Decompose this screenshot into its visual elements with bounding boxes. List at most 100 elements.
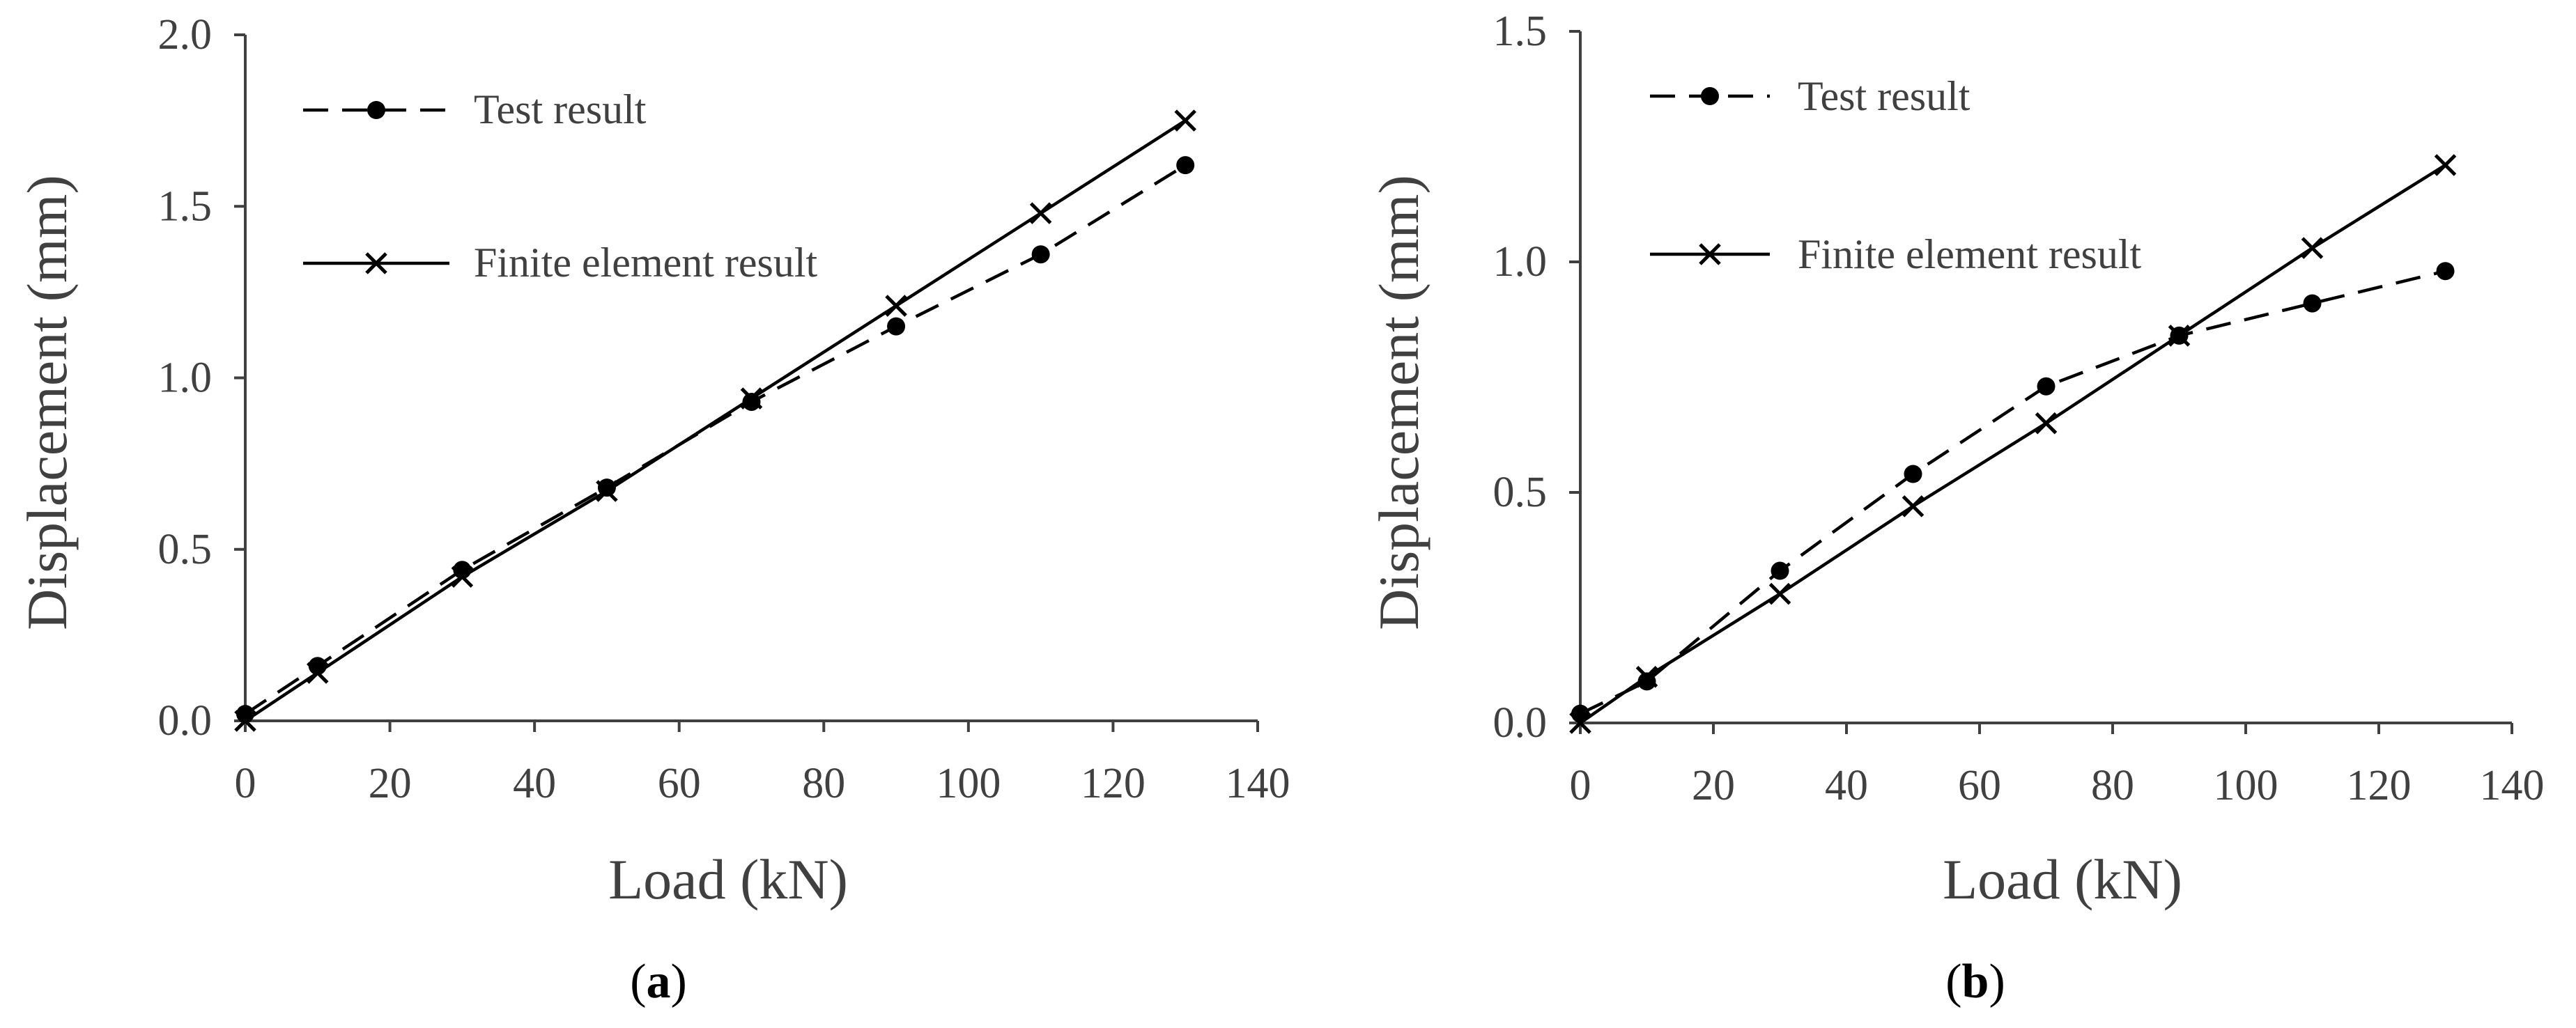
x-tick-label: 120 bbox=[2347, 762, 2412, 809]
series-line bbox=[1579, 164, 2446, 724]
data-point-stroke-2 bbox=[596, 480, 618, 502]
legend-entry-finite-element-result: Finite element result bbox=[1650, 231, 2142, 277]
data-point bbox=[1902, 495, 1925, 517]
legend-marker-stroke-2 bbox=[1699, 243, 1721, 265]
panel-label: (a) bbox=[630, 955, 687, 1008]
series-finite-element-result bbox=[234, 109, 1196, 732]
data-point bbox=[2168, 325, 2191, 347]
axes: 0.0 0.5 1.0 1.5 0 20 40 60 80 100 120 140 bbox=[1493, 8, 2545, 809]
data-point bbox=[2434, 154, 2457, 176]
x-tick-label: 40 bbox=[513, 760, 556, 807]
data-point-stroke-2 bbox=[885, 295, 907, 317]
data-point-stroke-2 bbox=[234, 710, 256, 732]
x-tick-label: 0 bbox=[1570, 762, 1591, 809]
panel-label: (b) bbox=[1945, 955, 2005, 1008]
y-tick-label: 0.0 bbox=[158, 697, 213, 745]
x-tick-label: 80 bbox=[2091, 762, 2134, 809]
legend-entry-test-result: Test result bbox=[303, 86, 647, 132]
y-tick-label: 1.5 bbox=[1493, 8, 1548, 55]
y-tick-label: 2.0 bbox=[158, 11, 213, 59]
x-tick-label: 100 bbox=[936, 760, 1001, 807]
y-tick-label: 0.5 bbox=[1493, 469, 1548, 516]
data-point-stroke-2 bbox=[1635, 666, 1658, 688]
legend: Test result Finite element result bbox=[1650, 73, 2142, 277]
legend-marker-stroke-2 bbox=[365, 252, 387, 274]
x-tick-label: 120 bbox=[1081, 760, 1146, 807]
data-point bbox=[1904, 465, 1922, 483]
legend-marker bbox=[1699, 243, 1721, 265]
series-test-result bbox=[1571, 262, 2455, 723]
legend-label-test-result: Test result bbox=[474, 86, 647, 132]
x-tick-label: 20 bbox=[1692, 762, 1735, 809]
x-axis-title: Load (kN) bbox=[1943, 848, 2182, 911]
x-tick-label: 80 bbox=[802, 760, 845, 807]
data-point bbox=[887, 317, 906, 336]
legend-marker bbox=[365, 252, 387, 274]
data-point-stroke-2 bbox=[451, 566, 474, 588]
x-tick-label: 140 bbox=[1226, 760, 1290, 807]
data-point bbox=[1635, 666, 1658, 688]
data-point bbox=[234, 710, 256, 732]
x-tick-label: 60 bbox=[658, 760, 701, 807]
data-point bbox=[1768, 582, 1791, 605]
data-point-stroke-2 bbox=[1569, 712, 1591, 734]
data-point bbox=[1569, 712, 1591, 734]
data-point-stroke-2 bbox=[307, 662, 329, 684]
x-tick-label: 20 bbox=[369, 760, 412, 807]
panel-label-letter: a bbox=[647, 955, 671, 1008]
data-point bbox=[740, 387, 763, 410]
series-line bbox=[244, 119, 1187, 722]
data-point bbox=[2035, 412, 2058, 435]
data-point bbox=[1771, 561, 1789, 580]
data-point bbox=[1031, 245, 1050, 264]
legend-label-test-result: Test result bbox=[1798, 73, 1970, 119]
data-point bbox=[2037, 377, 2056, 396]
data-point bbox=[307, 662, 329, 684]
chart-panel-b: Displacement (mm) Load (kN) (b) Test res… bbox=[1367, 8, 2545, 1008]
data-point-stroke-2 bbox=[2434, 154, 2457, 176]
legend-entry-finite-element-result: Finite element result bbox=[303, 240, 818, 286]
data-point bbox=[2436, 262, 2455, 281]
data-point bbox=[2303, 294, 2322, 313]
y-tick-label: 1.5 bbox=[158, 182, 213, 230]
series-line bbox=[1580, 270, 2446, 715]
x-tick-label: 100 bbox=[2214, 762, 2278, 809]
y-tick-label: 1.0 bbox=[158, 355, 213, 402]
y-tick-label: 0.5 bbox=[158, 526, 213, 573]
legend-marker bbox=[367, 101, 385, 119]
data-point bbox=[451, 566, 474, 588]
data-point-stroke-2 bbox=[1174, 109, 1196, 132]
data-point bbox=[1176, 156, 1195, 175]
legend-label-finite-element-result: Finite element result bbox=[1798, 231, 2142, 277]
y-tick-label: 1.0 bbox=[1493, 238, 1548, 286]
data-point bbox=[885, 295, 907, 317]
data-point bbox=[1029, 202, 1052, 224]
panel-label-letter: b bbox=[1962, 955, 1989, 1008]
legend-label-finite-element-result: Finite element result bbox=[474, 240, 818, 286]
x-tick-label: 60 bbox=[1958, 762, 2001, 809]
axes: 0.0 0.5 1.0 1.5 2.0 0 20 40 60 80 100 120 140 bbox=[158, 11, 1290, 807]
data-point bbox=[1174, 109, 1196, 132]
legend-entry-test-result: Test result bbox=[1650, 73, 1970, 119]
legend: Test result Finite element result bbox=[303, 86, 818, 286]
y-axis-title: Displacement (mm) bbox=[1367, 175, 1430, 630]
x-axis-title: Load (kN) bbox=[608, 848, 848, 911]
series-finite-element-result bbox=[1569, 154, 2457, 734]
x-tick-label: 140 bbox=[2480, 762, 2545, 809]
data-point bbox=[596, 480, 618, 502]
y-axis-title: Displacement (mm) bbox=[15, 175, 79, 630]
data-point-stroke-2 bbox=[2301, 237, 2324, 259]
data-point-stroke-2 bbox=[1902, 495, 1925, 517]
data-point-stroke-2 bbox=[1029, 202, 1052, 224]
data-point-stroke-2 bbox=[740, 387, 763, 410]
chart-panel-a: Displacement (mm) Load (kN) (a) Test res… bbox=[15, 11, 1290, 1008]
data-point bbox=[1637, 672, 1656, 691]
y-tick-label: 0.0 bbox=[1493, 699, 1548, 747]
data-point-stroke-2 bbox=[2168, 325, 2191, 347]
x-tick-label: 0 bbox=[235, 760, 256, 807]
legend-marker bbox=[1701, 87, 1719, 105]
data-point-stroke-2 bbox=[2035, 412, 2058, 435]
data-point bbox=[2301, 237, 2324, 259]
x-tick-label: 40 bbox=[1825, 762, 1868, 809]
